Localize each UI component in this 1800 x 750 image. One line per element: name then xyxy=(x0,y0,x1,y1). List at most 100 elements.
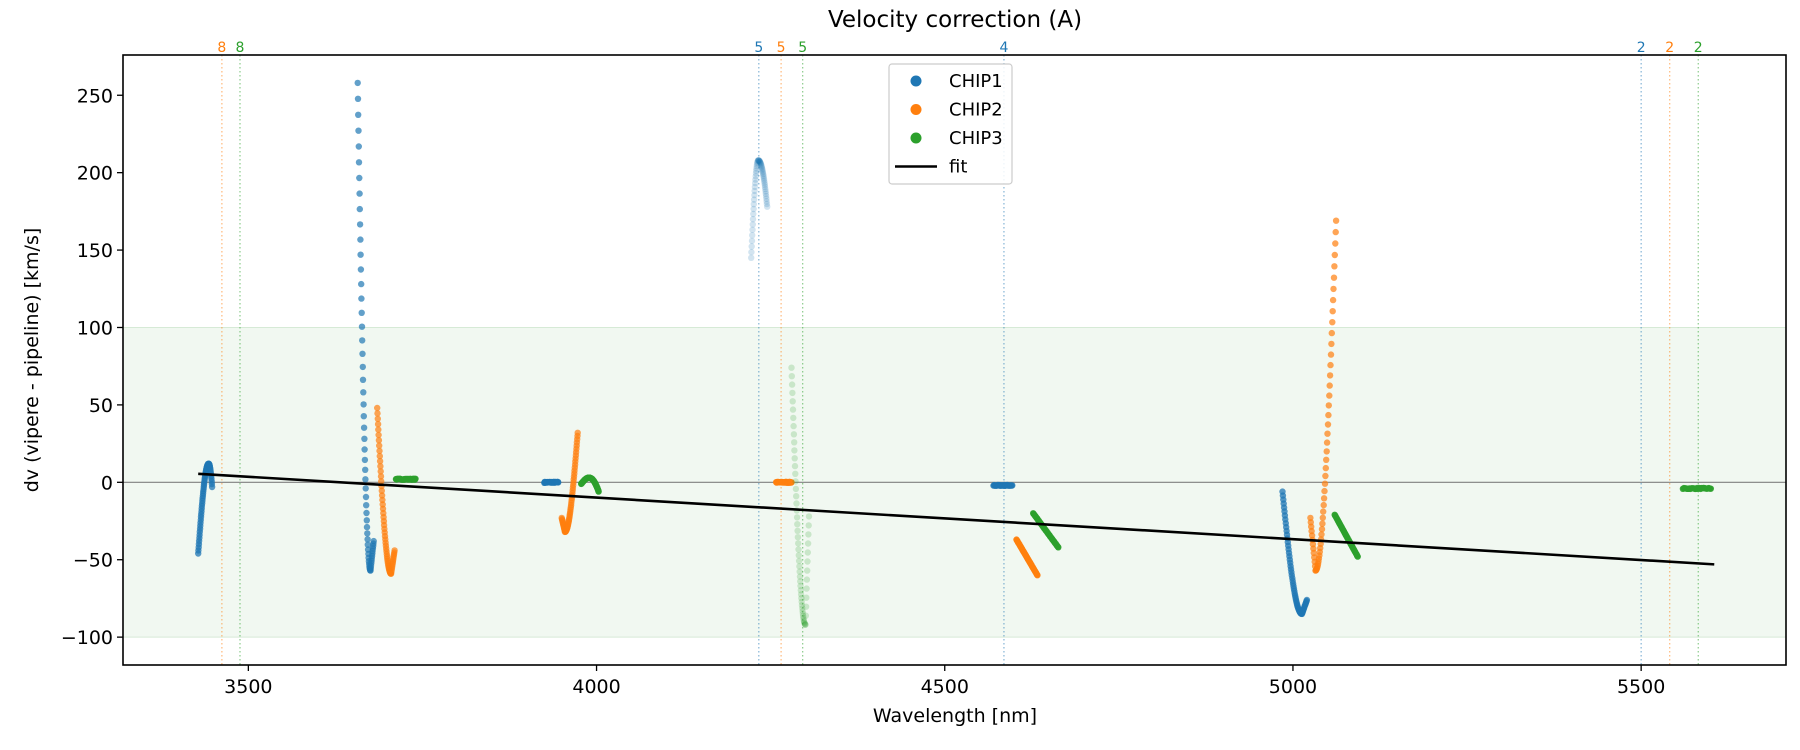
data-point xyxy=(1320,508,1327,515)
x-tick-label: 5000 xyxy=(1269,676,1317,698)
data-point xyxy=(363,523,371,531)
data-point xyxy=(356,190,363,197)
data-point xyxy=(356,221,364,228)
data-point xyxy=(799,612,807,620)
data-point xyxy=(789,398,796,405)
data-point xyxy=(363,517,370,524)
data-point xyxy=(793,493,800,500)
x-axis-label: Wavelength [nm] xyxy=(873,705,1037,727)
data-point xyxy=(377,463,384,470)
data-point xyxy=(376,458,384,465)
segment-order-6 xyxy=(541,478,562,486)
data-point xyxy=(374,415,381,422)
data-point xyxy=(1324,430,1331,437)
legend-label-chip2: CHIP2 xyxy=(949,100,1003,121)
data-point xyxy=(800,618,808,625)
data-point xyxy=(793,514,801,521)
y-tick-label: 150 xyxy=(77,240,113,262)
data-point xyxy=(376,442,383,449)
data-point xyxy=(1009,482,1016,489)
data-point xyxy=(792,478,799,485)
data-point xyxy=(801,620,808,627)
data-point xyxy=(795,546,802,553)
legend-label-chip3: CHIP3 xyxy=(949,128,1003,149)
data-point xyxy=(1324,421,1332,428)
y-tick-label: 50 xyxy=(89,395,113,417)
data-point xyxy=(1318,531,1325,538)
data-point xyxy=(1326,382,1333,389)
data-point xyxy=(375,431,382,439)
data-point xyxy=(792,470,799,477)
order-marker-label: 5 xyxy=(798,40,807,56)
accepted-band-layer xyxy=(123,326,1786,638)
data-point xyxy=(364,536,371,543)
data-point xyxy=(1322,464,1330,472)
data-point xyxy=(377,468,384,475)
data-point xyxy=(763,195,770,202)
data-point xyxy=(801,621,809,628)
data-point xyxy=(790,414,797,422)
data-point xyxy=(794,521,801,528)
data-point xyxy=(798,595,805,602)
x-tick-label: 5500 xyxy=(1617,676,1665,698)
data-point xyxy=(805,513,813,520)
data-point xyxy=(750,196,758,203)
data-point xyxy=(760,175,768,183)
data-point xyxy=(355,111,362,119)
legend-box xyxy=(888,63,1013,185)
data-point xyxy=(1327,361,1334,369)
data-point xyxy=(1707,485,1715,492)
data-point xyxy=(1323,439,1331,446)
data-point xyxy=(800,616,807,623)
data-point xyxy=(753,165,760,172)
data-point xyxy=(764,203,771,210)
fit-layer xyxy=(198,472,1715,566)
data-point xyxy=(796,563,803,570)
data-point xyxy=(762,190,769,197)
data-point xyxy=(788,364,795,371)
data-points-layer xyxy=(195,79,1715,628)
legend-marker-chip1 xyxy=(910,75,922,87)
data-point xyxy=(755,157,762,164)
data-point xyxy=(370,537,377,545)
data-point xyxy=(208,483,216,491)
data-point xyxy=(1327,351,1335,358)
ticks-layer: 3500 4000 4500 5000 5500 −100 −50 0 50 100 150 200 2… xyxy=(61,85,1666,698)
data-point xyxy=(1332,240,1339,247)
data-point xyxy=(798,602,806,609)
data-point xyxy=(758,162,765,169)
segment-order-2 xyxy=(1679,484,1715,493)
y-tick-label: 200 xyxy=(77,163,113,185)
data-point xyxy=(799,610,807,617)
data-point xyxy=(748,237,756,245)
y-tick-label: 250 xyxy=(77,85,113,107)
data-point xyxy=(1325,402,1333,409)
data-point xyxy=(355,159,363,166)
data-point xyxy=(374,421,382,428)
data-point xyxy=(1329,308,1336,315)
data-point xyxy=(360,389,367,396)
legend-marker-chip2 xyxy=(910,104,922,115)
data-point xyxy=(789,389,796,397)
data-point xyxy=(762,185,769,193)
segment-order-7 xyxy=(354,79,377,574)
data-point xyxy=(364,541,371,548)
data-point xyxy=(761,183,769,191)
data-point xyxy=(1331,263,1338,270)
data-point xyxy=(360,424,368,431)
data-point xyxy=(756,157,763,164)
data-point xyxy=(752,170,760,177)
x-tick-label: 4000 xyxy=(572,676,620,698)
data-point xyxy=(802,621,809,628)
data-point xyxy=(749,216,757,223)
data-point xyxy=(356,174,363,182)
legend-label-chip1: CHIP1 xyxy=(949,71,1003,92)
data-point xyxy=(788,381,796,388)
data-point xyxy=(1320,495,1328,502)
data-point xyxy=(1326,392,1333,399)
data-point xyxy=(759,168,766,175)
segment-order-6 xyxy=(558,429,581,536)
order-marker-label: 8 xyxy=(217,40,226,56)
data-point xyxy=(1034,572,1041,579)
data-point xyxy=(574,429,581,436)
